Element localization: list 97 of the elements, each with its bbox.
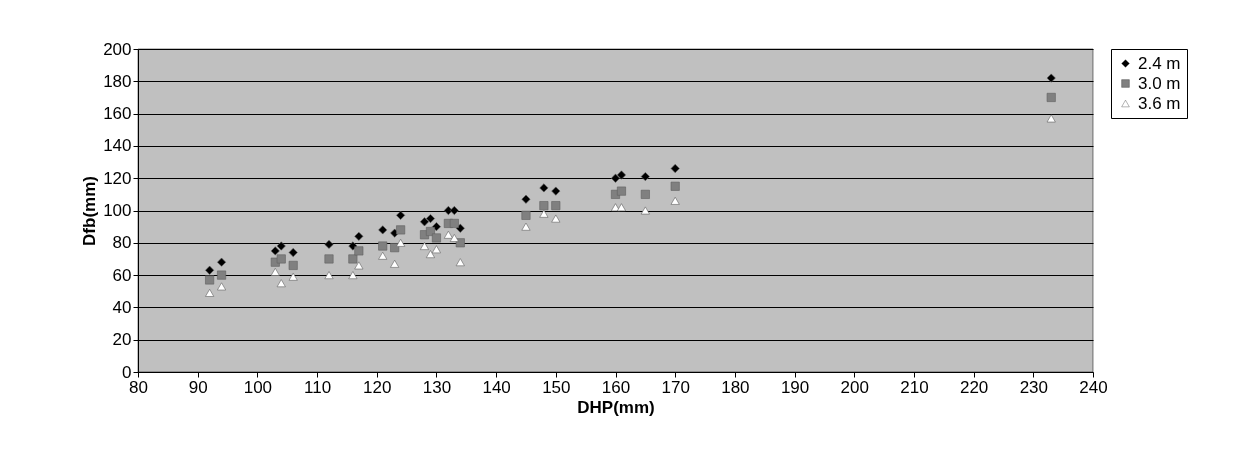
y-tick-label: 80	[112, 233, 132, 253]
point	[431, 222, 441, 232]
point	[640, 189, 650, 199]
point	[551, 201, 561, 211]
point	[431, 245, 441, 254]
point	[348, 254, 358, 264]
point	[521, 194, 531, 204]
point	[551, 214, 561, 223]
y-tick-label: 40	[112, 297, 132, 317]
point	[449, 218, 459, 228]
x-tick-label: 120	[363, 377, 392, 397]
point	[354, 231, 364, 241]
point	[420, 217, 429, 227]
point	[396, 210, 406, 220]
y-tick-label: 120	[103, 168, 132, 188]
y-axis-title: Dfb(mm)	[80, 176, 100, 246]
point	[539, 201, 549, 211]
x-tick-label: 180	[721, 377, 750, 397]
point	[390, 259, 400, 268]
point	[324, 271, 334, 280]
point	[455, 223, 465, 233]
x-tick-label: 150	[542, 377, 571, 397]
point	[670, 164, 680, 173]
point	[217, 282, 227, 291]
point	[378, 225, 388, 235]
point	[378, 251, 388, 260]
x-tick-label: 160	[601, 377, 631, 397]
point	[616, 170, 626, 180]
point	[288, 272, 298, 281]
y-tick-label: 20	[112, 330, 132, 350]
point	[455, 258, 465, 267]
point	[551, 186, 561, 196]
point	[539, 209, 549, 218]
x-tick-label: 100	[243, 377, 273, 397]
point	[217, 257, 227, 267]
point	[378, 241, 388, 251]
x-tick-label: 130	[422, 377, 452, 397]
point	[425, 214, 435, 224]
point	[270, 267, 280, 276]
point	[449, 206, 459, 215]
x-axis-title: DHP(mm)	[577, 397, 655, 417]
point	[324, 239, 334, 249]
x-tick-label: 230	[1019, 377, 1048, 397]
point	[616, 203, 626, 212]
x-tick-label: 170	[661, 377, 690, 397]
y-tick-label: 60	[112, 265, 132, 285]
point	[288, 248, 298, 257]
point	[205, 288, 215, 297]
point	[443, 230, 453, 239]
y-tick-label: 160	[103, 104, 132, 124]
y-tick-label: 180	[103, 71, 132, 91]
point	[205, 275, 215, 285]
x-tick-label: 80	[129, 377, 148, 397]
x-tick-label: 110	[304, 377, 332, 397]
point	[205, 265, 215, 275]
point	[611, 173, 620, 183]
point	[396, 225, 406, 235]
point	[1046, 73, 1056, 83]
point	[270, 246, 280, 256]
point	[670, 181, 680, 191]
point	[217, 270, 227, 280]
point	[276, 254, 286, 264]
point	[348, 271, 358, 280]
point	[354, 261, 364, 270]
x-tick-label: 210	[900, 377, 929, 397]
point	[640, 206, 650, 215]
point	[431, 233, 441, 243]
legend-label: 2.4 m	[1138, 53, 1181, 73]
x-tick-label: 240	[1079, 377, 1108, 397]
x-tick-label: 200	[840, 377, 869, 397]
point	[640, 172, 650, 182]
x-tick-label: 90	[188, 377, 208, 397]
point	[288, 260, 298, 270]
x-tick-label: 140	[482, 377, 511, 397]
point	[521, 222, 531, 231]
y-tick-label: 0	[122, 362, 132, 382]
x-tick-label: 190	[780, 377, 810, 397]
point	[539, 183, 549, 193]
point	[616, 186, 626, 196]
point	[276, 279, 286, 288]
point	[420, 242, 429, 250]
point	[521, 210, 531, 220]
point	[670, 196, 680, 205]
point	[324, 254, 334, 264]
y-tick-label: 100	[103, 201, 132, 220]
point	[449, 234, 459, 242]
legend-label: 3.6 m	[1138, 93, 1181, 113]
x-tick-label: 220	[959, 377, 989, 397]
y-tick-label: 140	[103, 136, 132, 156]
point	[1046, 114, 1056, 123]
point	[354, 246, 364, 256]
y-tick-label: 200	[103, 39, 132, 59]
point	[396, 238, 406, 247]
point	[425, 250, 435, 259]
point	[1046, 92, 1056, 102]
legend-label: 3.0 m	[1138, 73, 1181, 93]
point	[276, 241, 286, 251]
